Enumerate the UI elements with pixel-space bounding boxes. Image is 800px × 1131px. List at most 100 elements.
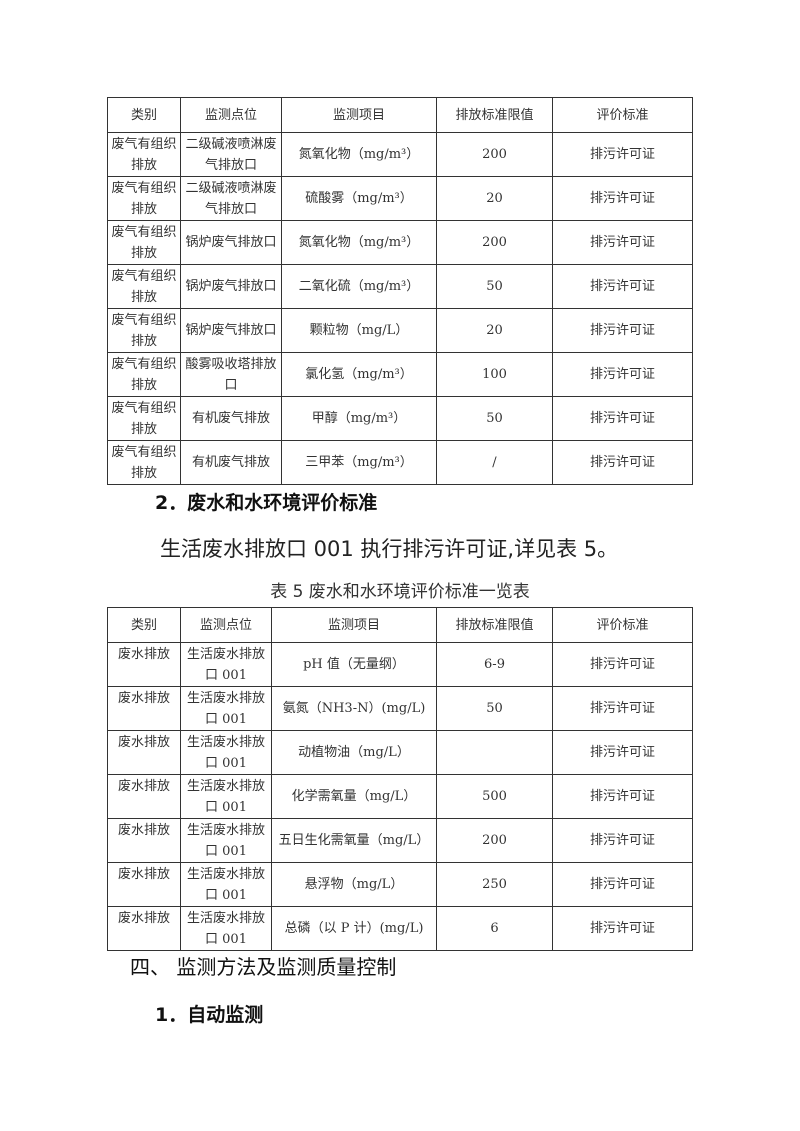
table-cell: 生活废水排放口 001 (180, 774, 272, 819)
table-cell: 有机废气排放 (180, 396, 282, 441)
table-cell: 酸雾吸收塔排放口 (180, 352, 282, 397)
table-caption: 表 5 废水和水环境评价标准一览表 (270, 582, 530, 602)
table-cell: 排污许可证 (552, 774, 693, 819)
table-cell: 排污许可证 (552, 862, 693, 907)
column-header: 评价标准 (552, 97, 693, 133)
table-cell: 废气有组织排放 (107, 176, 181, 221)
table-cell: 颗粒物（mg/L） (281, 308, 437, 353)
table-cell: 甲醇（mg/m³） (281, 396, 437, 441)
table-row: 废气有组织排放 二级碱液喷淋废气排放口 硫酸雾（mg/m³） 20 排污许可证 (107, 176, 693, 221)
table-cell: 排污许可证 (552, 686, 693, 731)
table-row: 废水排放 生活废水排放口 001 化学需氧量（mg/L） 500 排污许可证 (107, 774, 693, 819)
wastewater-standards-table: 类别 监测点位 监测项目 排放标准限值 评价标准 废水排放 生活废水排放口 001 pH 值（… (107, 607, 693, 951)
table-cell: 废水排放 (107, 862, 181, 907)
table-cell: 50 (436, 686, 553, 731)
table-cell: / (436, 440, 553, 485)
table-cell: 排污许可证 (552, 176, 693, 221)
table-cell: pH 值（无量纲） (271, 642, 437, 687)
table-cell: 排污许可证 (552, 132, 693, 177)
table-row: 废水排放 生活废水排放口 001 pH 值（无量纲） 6-9 排污许可证 (107, 642, 693, 687)
table-cell: 锅炉废气排放口 (180, 308, 282, 353)
table-cell: 动植物油（mg/L） (271, 730, 437, 775)
table-cell: 废水排放 (107, 642, 181, 687)
column-header: 评价标准 (552, 607, 693, 643)
table-cell: 500 (436, 774, 553, 819)
table-cell: 废气有组织排放 (107, 132, 181, 177)
table-cell: 锅炉废气排放口 (180, 220, 282, 265)
table-row: 废气有组织排放 锅炉废气排放口 二氧化硫（mg/m³） 50 排污许可证 (107, 264, 693, 309)
table-row: 废气有组织排放 有机废气排放 三甲苯（mg/m³） / 排污许可证 (107, 440, 693, 485)
table-row: 废水排放 生活废水排放口 001 氨氮（NH3-N）(mg/L) 50 排污许可证 (107, 686, 693, 731)
table-cell: 氨氮（NH3-N）(mg/L) (271, 686, 437, 731)
table-cell: 20 (436, 308, 553, 353)
column-header: 监测项目 (281, 97, 437, 133)
column-header: 类别 (107, 607, 181, 643)
table-cell: 废气有组织排放 (107, 308, 181, 353)
table-cell: 硫酸雾（mg/m³） (281, 176, 437, 221)
table-cell: 废气有组织排放 (107, 396, 181, 441)
table-cell: 生活废水排放口 001 (180, 862, 272, 907)
table-cell: 二级碱液喷淋废气排放口 (180, 176, 282, 221)
table-cell: 有机废气排放 (180, 440, 282, 485)
section-paragraph: 生活废水排放口 001 执行排污许可证,详见表 5。 (160, 537, 619, 561)
table-cell: 生活废水排放口 001 (180, 818, 272, 863)
table-cell: 排污许可证 (552, 352, 693, 397)
table-cell: 250 (436, 862, 553, 907)
table-row: 废气有组织排放 锅炉废气排放口 颗粒物（mg/L） 20 排污许可证 (107, 308, 693, 353)
table-row: 废气有组织排放 有机废气排放 甲醇（mg/m³） 50 排污许可证 (107, 396, 693, 441)
table-row: 废水排放 生活废水排放口 001 动植物油（mg/L） 排污许可证 (107, 730, 693, 775)
table-cell: 废气有组织排放 (107, 264, 181, 309)
table-cell: 废气有组织排放 (107, 220, 181, 265)
table-cell: 废水排放 (107, 730, 181, 775)
table-cell: 废水排放 (107, 906, 181, 951)
table-cell: 废水排放 (107, 818, 181, 863)
column-header: 类别 (107, 97, 181, 133)
table-cell: 废气有组织排放 (107, 440, 181, 485)
column-header: 监测点位 (180, 97, 282, 133)
table-cell: 三甲苯（mg/m³） (281, 440, 437, 485)
table-row: 废水排放 生活废水排放口 001 总磷（以 P 计）(mg/L) 6 排污许可证 (107, 906, 693, 951)
table-cell: 氯化氢（mg/m³） (281, 352, 437, 397)
table-cell: 排污许可证 (552, 396, 693, 441)
table-cell: 排污许可证 (552, 220, 693, 265)
table-cell: 废水排放 (107, 686, 181, 731)
table-cell: 氮氧化物（mg/m³） (281, 132, 437, 177)
table-row: 废水排放 生活废水排放口 001 悬浮物（mg/L） 250 排污许可证 (107, 862, 693, 907)
table-cell: 生活废水排放口 001 (180, 906, 272, 951)
table-cell: 排污许可证 (552, 308, 693, 353)
table-cell: 生活废水排放口 001 (180, 686, 272, 731)
column-header: 监测项目 (271, 607, 437, 643)
table-cell: 废气有组织排放 (107, 352, 181, 397)
table-cell: 锅炉废气排放口 (180, 264, 282, 309)
table-cell: 排污许可证 (552, 642, 693, 687)
table-cell (436, 730, 553, 775)
table-row: 废气有组织排放 锅炉废气排放口 氮氧化物（mg/m³） 200 排污许可证 (107, 220, 693, 265)
subsection-heading-auto-monitoring: 1．自动监测 (155, 1004, 264, 1026)
table-cell: 排污许可证 (552, 818, 693, 863)
table-cell: 废水排放 (107, 774, 181, 819)
table-cell: 氮氧化物（mg/m³） (281, 220, 437, 265)
table-cell: 二氧化硫（mg/m³） (281, 264, 437, 309)
table-cell: 200 (436, 220, 553, 265)
table-cell: 50 (436, 396, 553, 441)
table-cell: 排污许可证 (552, 264, 693, 309)
table-cell: 6-9 (436, 642, 553, 687)
table-cell: 200 (436, 818, 553, 863)
table-cell: 50 (436, 264, 553, 309)
table-cell: 100 (436, 352, 553, 397)
table-row: 废气有组织排放 二级碱液喷淋废气排放口 氮氧化物（mg/m³） 200 排污许可证 (107, 132, 693, 177)
table-cell: 二级碱液喷淋废气排放口 (180, 132, 282, 177)
column-header: 排放标准限值 (436, 607, 553, 643)
table-cell: 6 (436, 906, 553, 951)
section-heading-wastewater: 2．废水和水环境评价标准 (155, 492, 378, 514)
table-cell: 悬浮物（mg/L） (271, 862, 437, 907)
section-heading-monitoring-methods: 四、 监测方法及监测质量控制 (130, 955, 397, 979)
table-cell: 200 (436, 132, 553, 177)
table-header-row: 类别 监测点位 监测项目 排放标准限值 评价标准 (107, 607, 693, 643)
table-cell: 排污许可证 (552, 906, 693, 951)
table-cell: 生活废水排放口 001 (180, 730, 272, 775)
waste-gas-standards-table: 类别 监测点位 监测项目 排放标准限值 评价标准 废气有组织排放 二级碱液喷淋废气排放口 氮氧… (107, 97, 693, 485)
column-header: 监测点位 (180, 607, 272, 643)
table-cell: 五日生化需氧量（mg/L） (271, 818, 437, 863)
column-header: 排放标准限值 (436, 97, 553, 133)
